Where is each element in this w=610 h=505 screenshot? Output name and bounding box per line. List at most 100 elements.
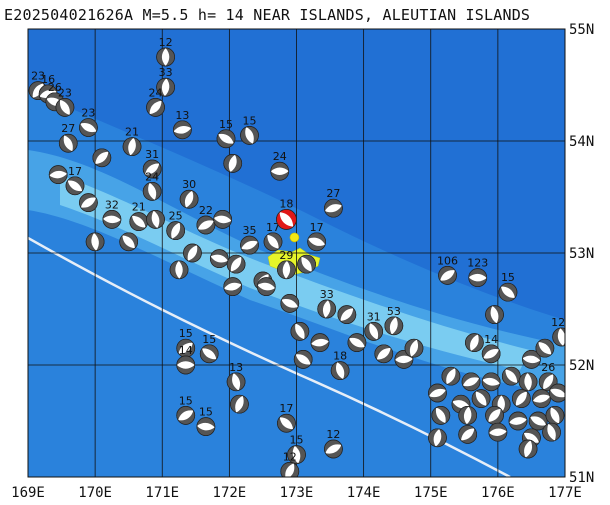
- event-beachball[interactable]: [48, 165, 68, 185]
- event-beachball[interactable]: [499, 364, 524, 389]
- event-beachball[interactable]: [508, 411, 529, 432]
- event-beachball[interactable]: [156, 47, 175, 67]
- event-beachball[interactable]: [222, 152, 244, 174]
- event-beachball[interactable]: [362, 320, 386, 344]
- event-beachball[interactable]: [180, 241, 205, 266]
- event-depth-label: 26: [48, 81, 62, 94]
- event-beachball[interactable]: [291, 347, 316, 372]
- event-beachball[interactable]: [469, 386, 494, 411]
- event-beachball[interactable]: [228, 393, 251, 416]
- event-beachball[interactable]: [256, 276, 277, 297]
- event-beachball[interactable]: [278, 459, 302, 483]
- event-beachball[interactable]: [403, 337, 426, 360]
- event-beachball[interactable]: [526, 409, 550, 433]
- event-beachball[interactable]: [169, 260, 189, 280]
- beachball-rim: [122, 137, 142, 156]
- beachball-rim: [518, 372, 538, 392]
- event-beachball[interactable]: [479, 342, 504, 367]
- event-beachball[interactable]: [509, 386, 534, 411]
- event-beachball[interactable]: [53, 95, 78, 120]
- event-beachball[interactable]: [178, 188, 201, 211]
- event-beachball[interactable]: [143, 95, 168, 120]
- event-beachball[interactable]: [225, 371, 247, 393]
- event-beachball[interactable]: [484, 304, 506, 326]
- beachball-quadrants: [324, 440, 343, 458]
- event-beachball[interactable]: [305, 230, 328, 253]
- event-beachball[interactable]: [102, 210, 122, 229]
- event-beachball[interactable]: [145, 209, 166, 230]
- event-beachball[interactable]: [278, 292, 302, 316]
- event-beachball[interactable]: [197, 341, 222, 366]
- event-beachball[interactable]: [458, 406, 478, 426]
- event-beachball[interactable]: [468, 268, 488, 287]
- event-beachball[interactable]: [76, 190, 101, 215]
- event-beachball[interactable]: [208, 248, 230, 270]
- event-beachball[interactable]: [194, 213, 218, 237]
- event-beachball[interactable]: [173, 403, 198, 428]
- event-beachball[interactable]: [122, 136, 143, 157]
- event-beachball[interactable]: [288, 319, 312, 343]
- event-beachball[interactable]: [521, 349, 541, 369]
- event-beachball[interactable]: [321, 437, 345, 461]
- beachball-quadrants: [217, 129, 236, 148]
- event-beachball[interactable]: [543, 403, 567, 427]
- event-beachball[interactable]: [260, 229, 285, 254]
- event-beachball[interactable]: [196, 417, 216, 437]
- event-beachball[interactable]: [212, 209, 233, 230]
- event-beachball[interactable]: [463, 331, 487, 355]
- main-event-beachball[interactable]: [272, 205, 300, 233]
- event-beachball[interactable]: [85, 232, 105, 252]
- event-beachball[interactable]: [176, 355, 196, 375]
- beachball-rim: [166, 221, 186, 240]
- beachball-rim: [240, 235, 259, 255]
- event-beachball[interactable]: [270, 161, 290, 181]
- event-depth-label: 21: [125, 126, 139, 139]
- beachball-rim: [213, 210, 233, 229]
- event-beachball[interactable]: [455, 422, 480, 447]
- event-beachball[interactable]: [459, 370, 483, 394]
- event-beachball[interactable]: [317, 299, 337, 319]
- event-beachball[interactable]: [334, 302, 359, 327]
- event-beachball[interactable]: [540, 421, 563, 444]
- event-beachball[interactable]: [286, 444, 307, 465]
- event-beachball[interactable]: [532, 335, 557, 360]
- event-beachball[interactable]: [224, 252, 249, 277]
- event-beachball[interactable]: [439, 364, 463, 388]
- event-beachball[interactable]: [428, 403, 453, 428]
- event-beachball[interactable]: [56, 131, 80, 155]
- event-beachball[interactable]: [274, 411, 299, 436]
- event-beachball[interactable]: [141, 180, 163, 202]
- event-beachball[interactable]: [294, 252, 319, 277]
- event-beachball[interactable]: [495, 280, 520, 305]
- event-beachball[interactable]: [164, 219, 188, 243]
- event-beachball[interactable]: [238, 124, 261, 147]
- event-beachball[interactable]: [214, 126, 239, 151]
- event-beachball[interactable]: [238, 233, 262, 257]
- event-beachball[interactable]: [518, 372, 538, 392]
- event-beachball[interactable]: [383, 315, 405, 337]
- event-beachball[interactable]: [277, 260, 296, 280]
- event-beachball[interactable]: [371, 341, 396, 366]
- event-beachball[interactable]: [530, 388, 552, 410]
- event-beachball[interactable]: [547, 381, 570, 404]
- event-beachball[interactable]: [76, 116, 100, 140]
- event-beachball[interactable]: [427, 427, 448, 448]
- event-beachball[interactable]: [116, 229, 141, 254]
- event-beachball[interactable]: [435, 263, 460, 288]
- event-beachball[interactable]: [329, 359, 352, 382]
- event-beachball[interactable]: [488, 422, 508, 442]
- event-beachball[interactable]: [156, 77, 176, 97]
- event-beachball[interactable]: [310, 332, 330, 352]
- beachball-rim: [337, 305, 357, 324]
- event-beachball[interactable]: [322, 197, 345, 220]
- event-beachball[interactable]: [172, 119, 193, 140]
- event-beachball[interactable]: [426, 381, 449, 404]
- event-beachball[interactable]: [222, 276, 244, 298]
- event-beachball[interactable]: [345, 330, 369, 354]
- event-beachball[interactable]: [517, 438, 539, 460]
- event-beachball[interactable]: [551, 327, 572, 348]
- event-beachball[interactable]: [62, 173, 87, 198]
- event-beachball[interactable]: [140, 156, 165, 181]
- event-beachball[interactable]: [89, 145, 114, 170]
- event-beachball[interactable]: [480, 371, 501, 392]
